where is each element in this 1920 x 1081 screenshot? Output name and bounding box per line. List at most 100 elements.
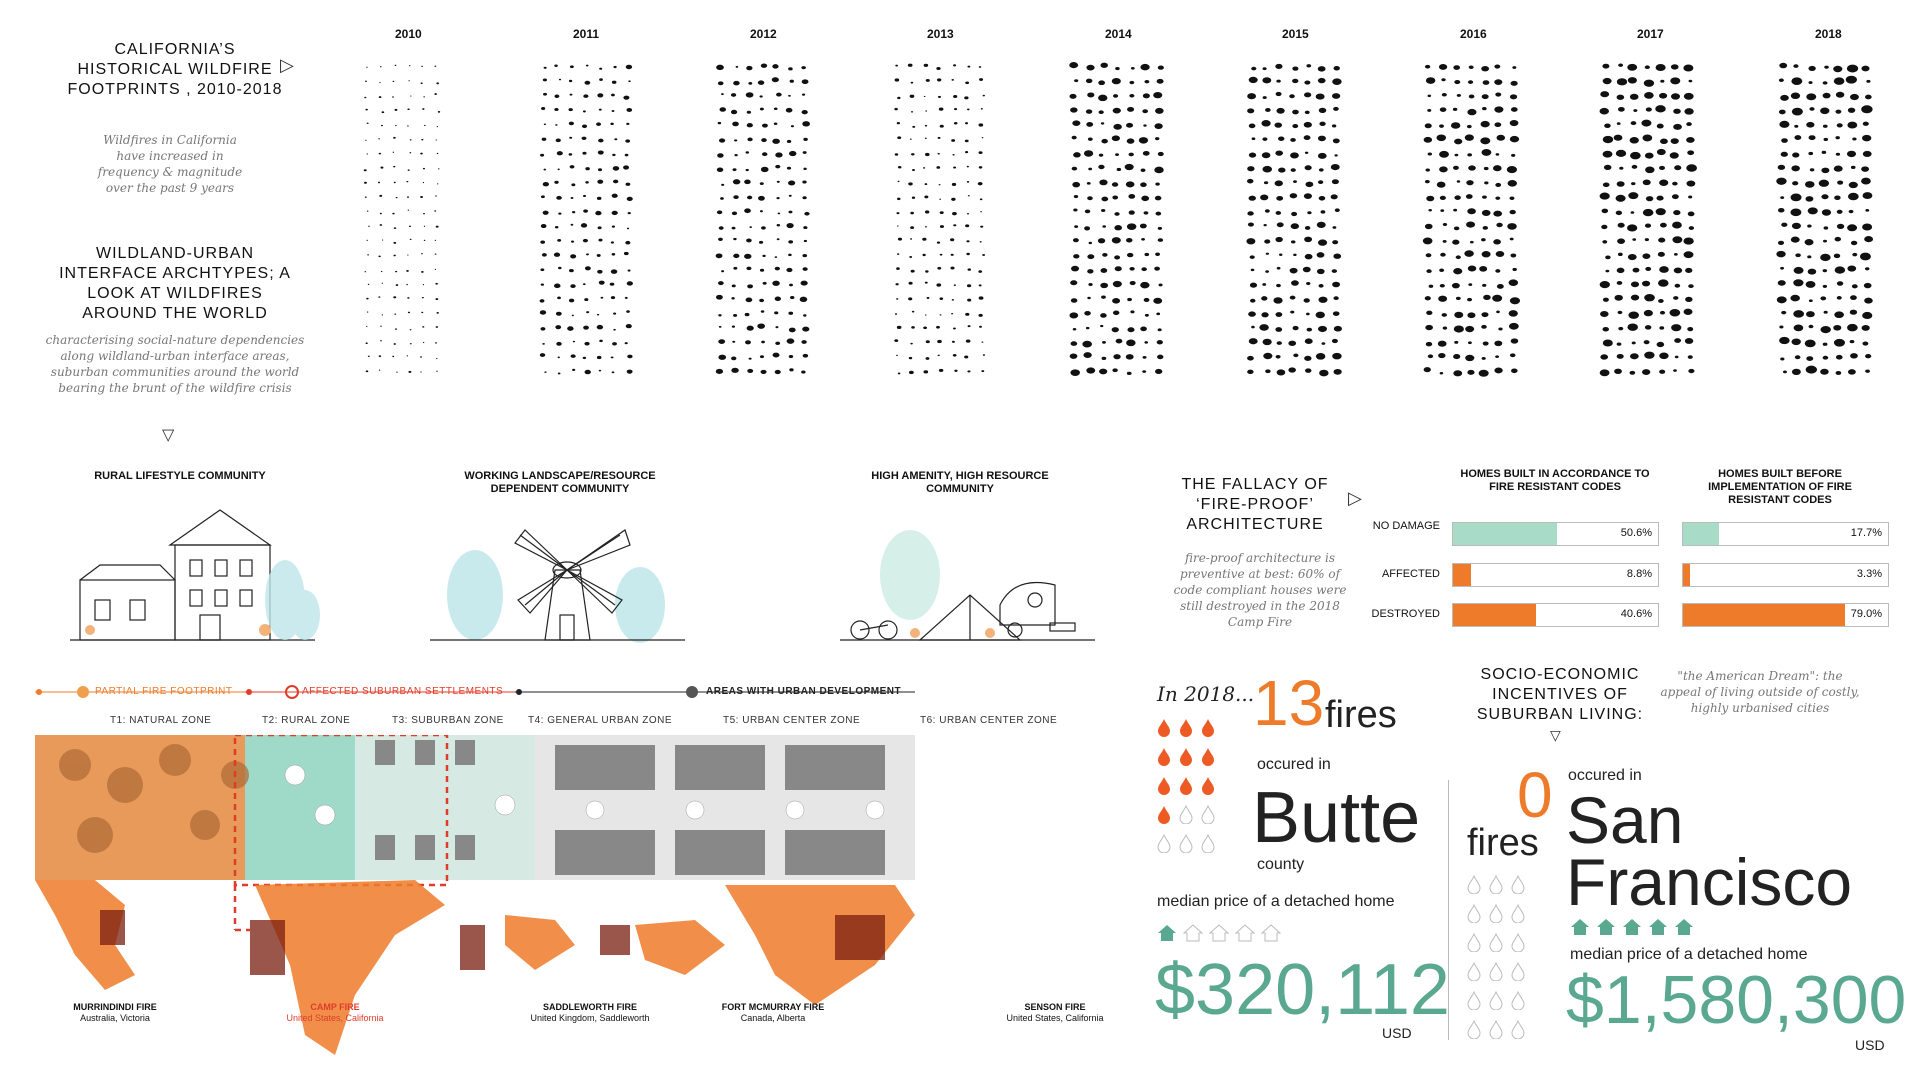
fire-footprint-mark [569, 165, 575, 169]
fire-footprint-mark [715, 294, 723, 300]
fire-footprint-mark [1276, 283, 1281, 288]
fire-footprint-mark [786, 139, 792, 143]
fire-footprint-mark [1126, 138, 1135, 144]
fire-footprint-mark [557, 372, 561, 375]
legend-line [35, 685, 915, 699]
fire-footprint-mark [540, 327, 546, 331]
butte-name: Butte [1252, 778, 1421, 858]
fire-footprint-mark [1478, 369, 1489, 377]
fire-footprint-mark [1629, 370, 1636, 375]
fire-drop-icon [1201, 805, 1215, 824]
fire-footprint-mark [596, 313, 600, 316]
fire-footprint-mark [584, 80, 591, 85]
fire-footprint-mark [1454, 195, 1461, 200]
fire-footprint-mark [937, 354, 940, 357]
fire-footprint-mark [1425, 168, 1430, 172]
fire-footprint-mark [1157, 65, 1164, 70]
fire-footprint-mark [1248, 195, 1256, 201]
fire-footprint-mark [1777, 164, 1786, 170]
fire-footprint-mark [1630, 121, 1637, 126]
fire-footprint-mark [1481, 66, 1490, 72]
fire-footprint-mark [1289, 94, 1295, 99]
fire-footprint-mark [757, 80, 765, 85]
fire-footprint-mark [1684, 108, 1694, 115]
fire-footprint-mark [1602, 150, 1613, 158]
fire-footprint-mark [1276, 341, 1282, 345]
fire-footprint-mark [1468, 65, 1474, 70]
fire-footprint-mark [1464, 134, 1474, 141]
fire-footprint-mark [1495, 355, 1500, 358]
fire-footprint-mark [1438, 352, 1446, 359]
fire-footprint-mark [436, 370, 438, 372]
bar-fill [1453, 564, 1472, 586]
fire-footprint-mark [569, 268, 574, 273]
bar-v2: 17.7% [1682, 522, 1889, 546]
fire-footprint-mark [1072, 120, 1081, 127]
fire-footprint-mark [896, 267, 900, 270]
fire-footprint-mark [543, 123, 547, 126]
fire-footprint-mark [895, 64, 898, 67]
fire-footprint-mark [1292, 325, 1299, 331]
fire-footprint-mark [967, 298, 972, 302]
fire-footprint-mark [1686, 136, 1695, 143]
fire-footprint-mark [759, 355, 765, 359]
fire-footprint-mark [1673, 267, 1683, 274]
fire-footprint-mark [1113, 354, 1121, 360]
fire-footprint-mark [747, 195, 753, 200]
fire-footprint-mark [1688, 195, 1693, 199]
fire-footprint-mark [1672, 236, 1683, 244]
fire-footprint-mark [1315, 93, 1325, 100]
fire-drop-icon [1489, 933, 1503, 952]
fire-footprint-mark [1808, 151, 1814, 156]
fire-drop-icon [1467, 1020, 1481, 1039]
fire-footprint-mark [746, 238, 752, 243]
fire-footprint-mark [1099, 368, 1108, 375]
fire-footprint-mark [1288, 340, 1297, 346]
fire-footprint-mark [1140, 281, 1150, 289]
fire-footprint-mark [628, 80, 631, 83]
fire-footprint-mark [894, 313, 898, 315]
fire-footprint-mark [1862, 134, 1872, 142]
fire-footprint-mark [1070, 341, 1078, 346]
fire-footprint-mark [1645, 266, 1652, 271]
fire-footprint-mark [1616, 267, 1625, 274]
fire-footprint-mark [1846, 64, 1859, 73]
fire-footprint-mark [1507, 223, 1517, 230]
fire-footprint-mark [408, 370, 412, 373]
fire-footprint-mark [541, 107, 546, 110]
fire-footprint-mark [393, 136, 396, 139]
fire-footprint-mark [744, 208, 751, 214]
fire-footprint-mark [1263, 181, 1269, 185]
fire-footprint-mark [1807, 207, 1818, 215]
fire-footprint-mark [938, 107, 944, 111]
fire-footprint-mark [1630, 353, 1639, 360]
fire-footprint-mark [1333, 325, 1342, 332]
fire-footprint-mark [790, 295, 795, 300]
fire-footprint-mark [1292, 78, 1299, 84]
fire-footprint-mark [924, 226, 927, 228]
fire-footprint-mark [1659, 369, 1666, 374]
fire-footprint-mark [1111, 237, 1121, 244]
fire-footprint-mark [543, 92, 548, 96]
fire-footprint-mark [909, 370, 914, 375]
bar-value: 79.0% [1850, 608, 1882, 620]
fire-footprint-mark [718, 325, 722, 328]
fire-footprint-mark [611, 93, 615, 97]
fire-footprint-mark [1100, 62, 1108, 68]
fire-footprint-mark [1126, 371, 1132, 376]
fire-footprint-mark [1111, 135, 1120, 142]
fire-footprint-mark [718, 138, 726, 143]
fire-footprint-mark [1087, 254, 1095, 260]
fire-footprint-mark [623, 165, 630, 170]
sf-fires-word: fires [1467, 822, 1539, 864]
fire-footprint-mark [367, 210, 369, 212]
fire-footprint-mark [745, 297, 753, 303]
fire-footprint-mark [557, 238, 562, 242]
fire-footprint-mark [1779, 62, 1788, 69]
fire-footprint-mark [1822, 239, 1827, 243]
fire-footprint-mark [1617, 222, 1625, 228]
fire-footprint-mark [1130, 310, 1135, 314]
fire-footprint-mark [1128, 210, 1135, 215]
fire-drop-icon [1489, 962, 1503, 981]
fire-footprint-mark [1599, 369, 1610, 377]
